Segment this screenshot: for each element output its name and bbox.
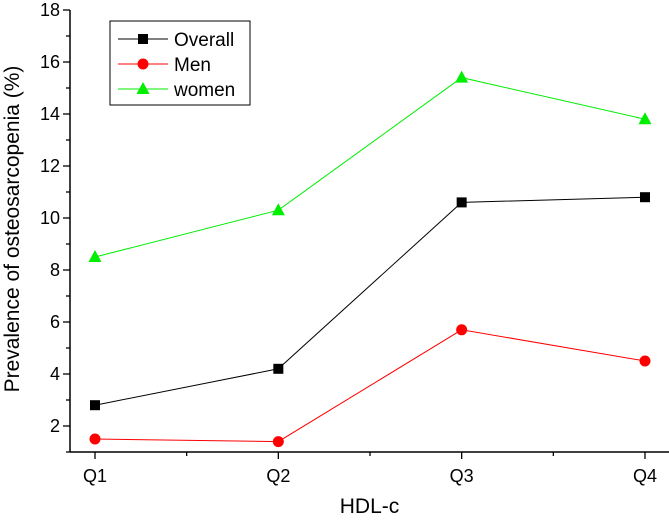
y-tick-label: 18 — [40, 0, 60, 20]
legend-label-overall: Overall — [174, 30, 234, 51]
legend-label-women: women — [173, 80, 235, 101]
series-line-men — [94, 329, 646, 443]
y-tick-label: 10 — [40, 208, 60, 228]
x-axis-ticks: Q1 Q2 Q3 Q4 — [83, 452, 657, 486]
legend-item-men: Men — [118, 55, 211, 76]
legend-item-overall: Overall — [118, 30, 234, 51]
legend-label-men: Men — [174, 55, 211, 76]
y-tick-label: 14 — [40, 104, 60, 124]
legend-marker-men — [137, 58, 149, 70]
y-tick-label: 16 — [40, 52, 60, 72]
legend-item-women: women — [118, 80, 235, 101]
legend-marker-overall — [138, 34, 148, 44]
y-tick-label: 12 — [40, 156, 60, 176]
y-tick-label: 2 — [50, 416, 60, 436]
series-layer — [88, 70, 652, 448]
y-tick-label: 8 — [50, 260, 60, 280]
data-point-women — [638, 112, 652, 125]
y-tick-label: 4 — [50, 364, 60, 384]
data-point-overall — [456, 197, 467, 208]
legend: Overall Men women — [109, 20, 251, 106]
data-point-overall — [273, 363, 284, 374]
x-tick-label: Q4 — [633, 466, 657, 486]
legend-marker-women — [136, 82, 150, 94]
series-line-women — [94, 77, 646, 258]
series-overall — [90, 192, 650, 411]
data-point-men — [89, 433, 101, 445]
x-tick-label: Q2 — [266, 466, 290, 486]
legend-box — [109, 20, 251, 106]
y-tick-label: 6 — [50, 312, 60, 332]
data-point-men — [272, 436, 284, 448]
data-point-women — [271, 203, 285, 216]
x-tick-label: Q3 — [450, 466, 474, 486]
y-axis-ticks: 2 4 6 8 10 12 14 16 18 — [40, 0, 70, 453]
series-line-overall — [94, 196, 646, 406]
data-point-overall — [640, 192, 650, 203]
data-point-men — [639, 355, 651, 367]
data-point-women — [455, 70, 469, 83]
data-point-women — [88, 250, 102, 262]
x-tick-label: Q1 — [83, 466, 107, 486]
data-point-men — [456, 324, 468, 336]
y-axis-title: Prevalence of osteosarcopenia (%) — [1, 66, 24, 393]
x-axis-title: HDL-c — [340, 495, 400, 518]
data-point-overall — [90, 400, 100, 411]
series-men — [89, 324, 651, 448]
series-women — [88, 70, 652, 262]
